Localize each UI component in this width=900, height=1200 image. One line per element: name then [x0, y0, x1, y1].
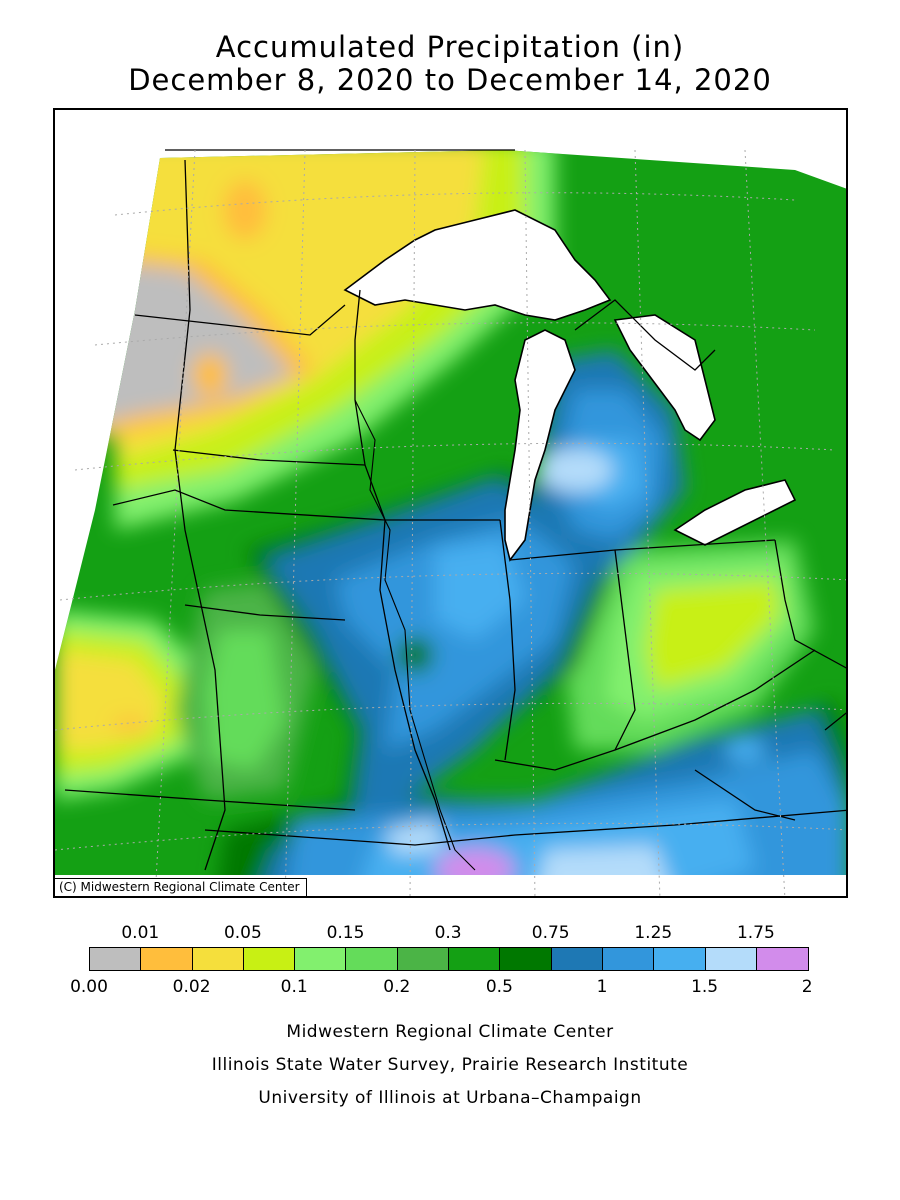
legend-swatch [141, 948, 193, 970]
legend-top-label: 0.05 [223, 923, 262, 943]
legend-swatch [243, 948, 296, 970]
legend-swatch [449, 948, 501, 970]
legend-bottom-label: 0.02 [172, 977, 211, 997]
lake-superior [343, 209, 612, 321]
legend-bottom-label: 1 [596, 977, 608, 997]
legend-swatch [295, 948, 347, 970]
lake-michigan [504, 329, 576, 562]
legend-bottom-label: 0.2 [383, 977, 411, 997]
legend-top-label: 0.3 [434, 923, 462, 943]
state-borders [64, 149, 846, 871]
legend-swatch [705, 948, 757, 970]
map-subtitle: December 8, 2020 to December 14, 2020 [128, 63, 772, 97]
mississippi-river [354, 399, 476, 871]
legend-bottom-label: 0.1 [280, 977, 308, 997]
legend-swatch [397, 948, 450, 970]
color-legend: 0.00 0.02 0.1 0.2 0.5 1 1.5 2 0.01 0.05 0.15 0.3 0.7… [0, 920, 900, 1010]
legend-swatch [654, 948, 706, 970]
legend-color-bar [89, 947, 810, 971]
legend-swatch [192, 948, 244, 970]
legend-top-label: 1.25 [634, 923, 673, 943]
legend-top-label: 0.15 [326, 923, 365, 943]
credit-line-1: Midwestern Regional Climate Center [286, 1022, 614, 1042]
precip-field [55, 150, 846, 875]
legend-swatch [90, 948, 142, 970]
legend-swatch [551, 948, 603, 970]
legend-bottom-label: 1.5 [691, 977, 719, 997]
great-lakes [343, 209, 797, 562]
lat-lon-grid [55, 149, 846, 896]
copyright-label: (C) Midwestern Regional Climate Center [55, 878, 307, 896]
legend-swatch [756, 948, 809, 970]
map-title: Accumulated Precipitation (in) [215, 30, 685, 64]
legend-top-label: 0.01 [121, 923, 160, 943]
legend-swatch [500, 948, 552, 970]
legend-top-label: 1.75 [736, 923, 775, 943]
credit-line-3: University of Illinois at Urbana–Champai… [258, 1088, 642, 1108]
legend-swatch [346, 948, 398, 970]
legend-bottom-label: 0.00 [70, 977, 108, 997]
lake-erie [673, 479, 797, 546]
legend-swatch [602, 948, 655, 970]
credit-line-2: Illinois State Water Survey, Prairie Res… [211, 1055, 689, 1075]
legend-top-label: 0.75 [531, 923, 570, 943]
legend-bottom-label: 2 [801, 977, 813, 997]
legend-bottom-label: 0.5 [485, 977, 513, 997]
precipitation-map [53, 108, 848, 898]
